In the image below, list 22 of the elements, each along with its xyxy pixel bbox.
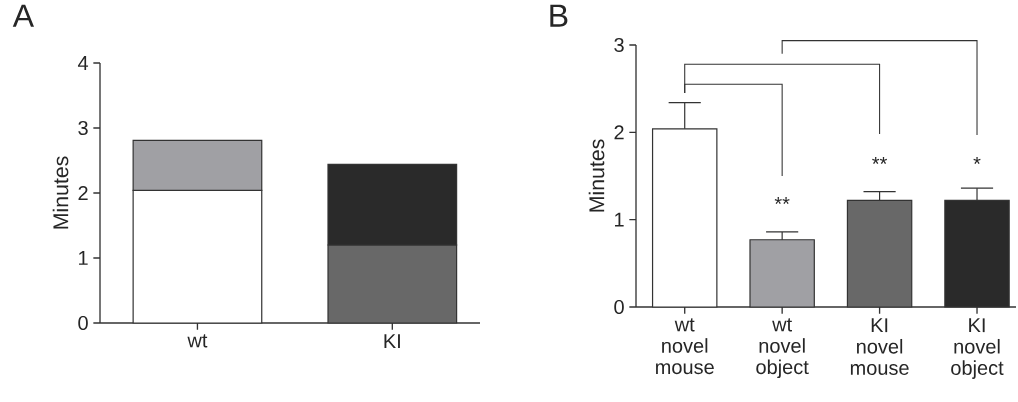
- annotation: **: [872, 156, 888, 164]
- x-tick-label: KI novel object: [951, 318, 1004, 379]
- y-tick-label: 2: [614, 125, 624, 140]
- x-tick-label: wt novel object: [756, 318, 809, 379]
- chart-title: A: [12, 4, 35, 27]
- y-axis-title: Minutes: [588, 139, 605, 212]
- y-tick-label: 4: [77, 56, 89, 70]
- y-tick-label: 1: [615, 212, 624, 227]
- x-tick-label: wt: [187, 334, 208, 348]
- y-tick-label: 3: [614, 37, 624, 53]
- annotation: *: [973, 156, 981, 164]
- y-tick-label: 1: [79, 251, 88, 265]
- y-tick-label: 3: [78, 120, 88, 136]
- annotation: **: [774, 197, 790, 205]
- x-tick-label: wt novel mouse: [656, 318, 714, 375]
- y-tick-label: 0: [78, 315, 88, 331]
- y-tick-label: 2: [78, 186, 88, 200]
- y-tick-label: 0: [614, 299, 624, 315]
- x-tick-label: KI novel mouse: [850, 318, 909, 375]
- x-tick-label: KI: [384, 334, 400, 349]
- chart-title: B: [550, 4, 568, 27]
- y-axis-title: Minutes: [52, 156, 69, 229]
